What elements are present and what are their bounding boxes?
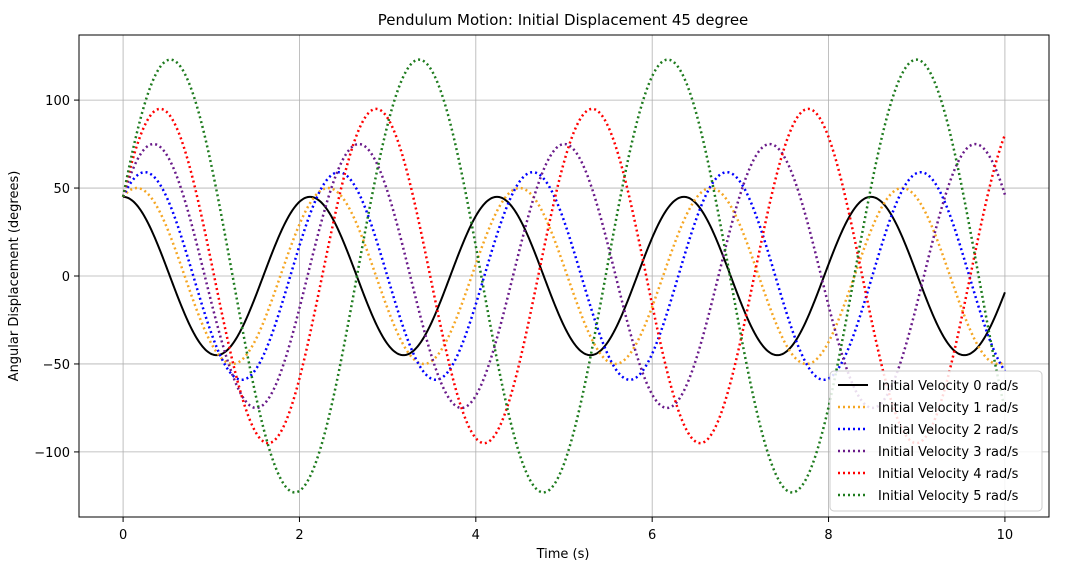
y-tick-label: 100 [45, 94, 70, 109]
x-tick-label: 8 [824, 528, 832, 543]
series-line-v5 [121, 58, 1007, 494]
x-axis-label: Time (s) [536, 547, 590, 562]
chart-title: Pendulum Motion: Initial Displacement 45… [378, 11, 749, 29]
legend-label: Initial Velocity 0 rad/s [878, 379, 1019, 394]
legend-label: Initial Velocity 2 rad/s [878, 423, 1019, 438]
x-tick-label: 4 [472, 528, 480, 543]
x-tick-label: 10 [997, 528, 1014, 543]
legend-label: Initial Velocity 1 rad/s [878, 401, 1019, 416]
legend-box [829, 370, 1043, 512]
series-line-v0 [123, 195, 1006, 357]
y-axis-label: Angular Displacement (degrees) [7, 171, 22, 382]
axis-ticks: 0 2 4 6 8 10 −100 −50 0 50 100 [34, 94, 1013, 543]
legend-label: Initial Velocity 3 rad/s [878, 445, 1019, 460]
series-line-v4 [121, 107, 1007, 445]
y-tick-label: −50 [43, 358, 70, 373]
x-tick-label: 2 [295, 528, 303, 543]
series-line-v2 [121, 170, 1006, 382]
series-line-v1 [122, 186, 1006, 366]
y-tick-label: −100 [34, 446, 70, 461]
grid [79, 35, 1049, 517]
y-tick-label: 0 [62, 270, 70, 285]
x-tick-label: 6 [648, 528, 656, 543]
legend-label: Initial Velocity 5 rad/s [878, 489, 1019, 504]
legend-label: Initial Velocity 4 rad/s [878, 467, 1019, 482]
legend: Initial Velocity 0 rad/s Initial Velocity… [829, 370, 1043, 512]
x-tick-label: 0 [119, 528, 127, 543]
y-tick-label: 50 [53, 182, 70, 197]
